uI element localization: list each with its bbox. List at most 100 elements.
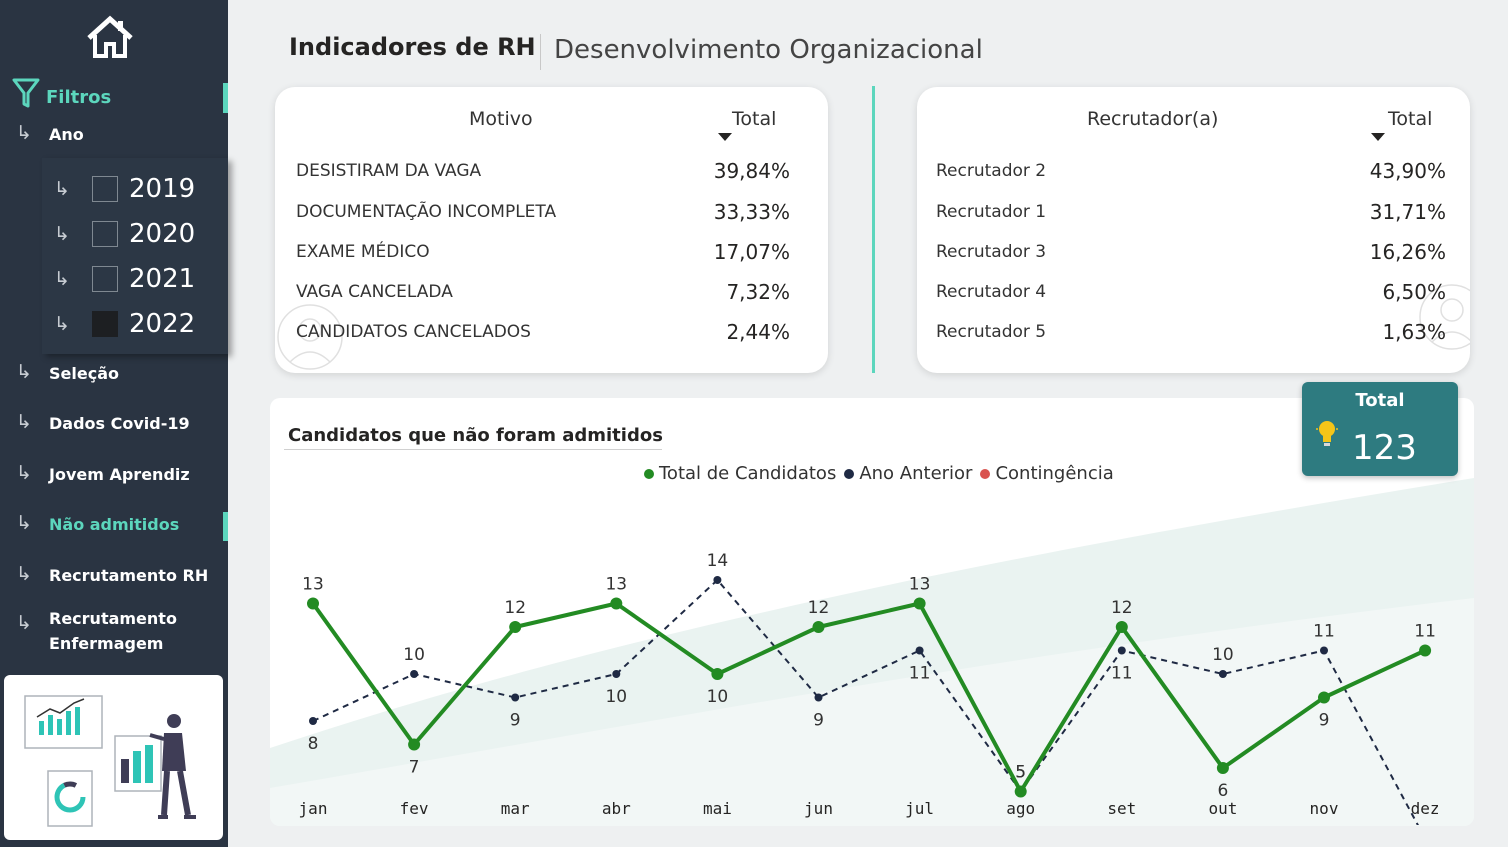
year-option-2019[interactable]: ↳ 2019 xyxy=(54,174,195,204)
col-header-total[interactable]: Total xyxy=(732,108,777,130)
point-total xyxy=(1115,621,1128,633)
row-name: DESISTIRAM DA VAGA xyxy=(296,161,482,181)
col-header-recrutador[interactable]: Recrutador(a) xyxy=(1087,108,1219,130)
year-checkbox[interactable] xyxy=(92,221,118,247)
data-label-previous-year: 10 xyxy=(605,687,627,707)
nav-item-nao-admitidos[interactable]: ↳ Não admitidos xyxy=(16,512,179,537)
table-row[interactable]: CANDIDATOS CANCELADOS 2,44% xyxy=(275,314,828,354)
year-label: 2019 xyxy=(129,174,196,204)
table-row[interactable]: DOCUMENTAÇÃO INCOMPLETA 33,33% xyxy=(275,194,828,234)
home-icon[interactable] xyxy=(85,14,135,60)
point-total xyxy=(1419,644,1432,657)
year-label: 2021 xyxy=(129,264,196,294)
legend-item-total[interactable]: Total de Candidatos xyxy=(644,463,836,484)
table-row[interactable]: DESISTIRAM DA VAGA 39,84% xyxy=(275,153,828,193)
row-total: 1,63% xyxy=(1382,320,1446,344)
table-row[interactable]: Recrutador 5 1,63% xyxy=(917,314,1470,354)
table-row[interactable]: Recrutador 1 31,71% xyxy=(917,194,1470,234)
year-checkbox[interactable] xyxy=(92,266,118,292)
row-total: 31,71% xyxy=(1369,200,1446,224)
data-label-total: 12 xyxy=(504,598,526,618)
nav-item-label: Não admitidos xyxy=(49,515,180,534)
x-axis-tick-label: out xyxy=(1208,799,1237,818)
x-axis-tick-label: mai xyxy=(703,799,732,818)
row-name: Recrutador 5 xyxy=(936,322,1047,342)
chart-legend: Total de Candidatos Ano Anterior Conting… xyxy=(644,463,1122,484)
row-total: 43,90% xyxy=(1369,159,1446,183)
row-name: Recrutador 2 xyxy=(936,161,1047,181)
nav-item-jovem-aprendiz[interactable]: ↳ Jovem Aprendiz xyxy=(16,462,190,487)
row-name: DOCUMENTAÇÃO INCOMPLETA xyxy=(296,202,557,222)
year-option-2022[interactable]: ↳ 2022 xyxy=(54,309,195,339)
x-axis-tick-label: jul xyxy=(905,799,934,818)
point-previous-year xyxy=(814,693,823,702)
point-previous-year xyxy=(410,670,419,678)
person-watermark-icon xyxy=(1419,284,1470,350)
sub-arrow-icon: ↳ xyxy=(54,313,70,335)
legend-item-previous-year[interactable]: Ano Anterior xyxy=(844,463,972,484)
nav-item-label: Recrutamento Enfermagem xyxy=(49,609,177,653)
lightbulb-icon xyxy=(1316,421,1338,446)
nav-item-label: Jovem Aprendiz xyxy=(49,465,190,484)
nav-item-recrutamento-enfermagem[interactable]: ↳ Recrutamento Enfermagem xyxy=(16,606,199,656)
page-subtitle: Desenvolvimento Organizacional xyxy=(554,35,983,65)
legend-dot xyxy=(644,468,654,479)
row-total: 33,33% xyxy=(713,200,790,224)
data-label-previous-year: 11 xyxy=(1111,664,1133,684)
table-row[interactable]: Recrutador 3 16,26% xyxy=(917,234,1470,274)
nav-item-dados-covid[interactable]: ↳ Dados Covid-19 xyxy=(16,411,190,436)
table-row[interactable]: Recrutador 2 43,90% xyxy=(917,153,1470,193)
row-total: 39,84% xyxy=(713,159,790,183)
sub-arrow-icon: ↳ xyxy=(16,411,32,433)
point-previous-year xyxy=(511,693,520,702)
filter-year[interactable]: ↳ Ano xyxy=(16,122,84,147)
row-total: 6,50% xyxy=(1382,280,1446,304)
chart-title: Candidatos que não foram admitidos xyxy=(288,425,663,446)
x-axis-tick-label: ago xyxy=(1006,799,1035,818)
total-kpi-card: Total 123 xyxy=(1302,382,1458,476)
series-line-previous-year xyxy=(312,579,1419,825)
row-name: Recrutador 3 xyxy=(936,242,1047,262)
year-checkbox-checked[interactable] xyxy=(92,311,118,337)
nav-item-selecao[interactable]: ↳ Seleção xyxy=(16,361,119,386)
x-axis-tick-label: fev xyxy=(400,799,429,818)
sub-arrow-icon: ↳ xyxy=(54,268,70,290)
row-total: 16,26% xyxy=(1369,240,1446,264)
data-label-previous-year: 10 xyxy=(1212,645,1234,665)
chart-title-underline xyxy=(284,449,662,450)
analytics-person-icon xyxy=(24,695,196,827)
legend-label: Contingência xyxy=(995,463,1114,484)
sort-desc-icon[interactable] xyxy=(718,133,732,141)
year-slicer: ↳ 2019 ↳ 2020 ↳ 2021 ↳ 2022 xyxy=(42,158,228,354)
sub-arrow-icon: ↳ xyxy=(16,563,32,585)
row-total: 2,44% xyxy=(726,320,790,344)
point-total xyxy=(509,621,522,633)
line-chart: 137121310121351269118109101491151110113j… xyxy=(299,551,1440,825)
col-header-total[interactable]: Total xyxy=(1388,108,1433,130)
table-row[interactable]: Recrutador 4 6,50% xyxy=(917,274,1470,314)
x-axis-tick-label: mar xyxy=(501,799,530,818)
table-row[interactable]: VAGA CANCELADA 7,32% xyxy=(275,274,828,314)
x-axis-tick-label: dez xyxy=(1411,799,1440,818)
series-line-total xyxy=(311,601,1426,794)
legend-item-contingency[interactable]: Contingência xyxy=(980,463,1114,484)
point-total xyxy=(1318,691,1330,704)
data-label-total: 10 xyxy=(707,687,729,707)
filters-header: Filtros xyxy=(12,78,111,108)
sort-desc-icon[interactable] xyxy=(1371,133,1385,141)
col-header-motivo[interactable]: Motivo xyxy=(469,108,533,130)
year-option-2021[interactable]: ↳ 2021 xyxy=(54,264,195,294)
table-row[interactable]: EXAME MÉDICO 17,07% xyxy=(275,234,828,274)
year-checkbox[interactable] xyxy=(92,176,118,202)
cards-divider xyxy=(872,86,875,373)
year-option-2020[interactable]: ↳ 2020 xyxy=(54,219,195,249)
data-label-previous-year: 11 xyxy=(909,664,931,684)
x-axis-tick-label: nov xyxy=(1310,799,1339,818)
nav-item-label: Seleção xyxy=(49,364,119,383)
sidebar: Filtros ↳ Ano ↳ 2019 ↳ 2020 ↳ 2021 ↳ 202… xyxy=(0,0,228,847)
data-label-previous-year: 11 xyxy=(1313,622,1335,642)
nav-item-label: Recrutamento RH xyxy=(49,566,209,585)
year-label: 2020 xyxy=(129,219,196,249)
dashboard-illustration xyxy=(4,675,223,840)
nav-item-recrutamento-rh[interactable]: ↳ Recrutamento RH xyxy=(16,563,208,588)
